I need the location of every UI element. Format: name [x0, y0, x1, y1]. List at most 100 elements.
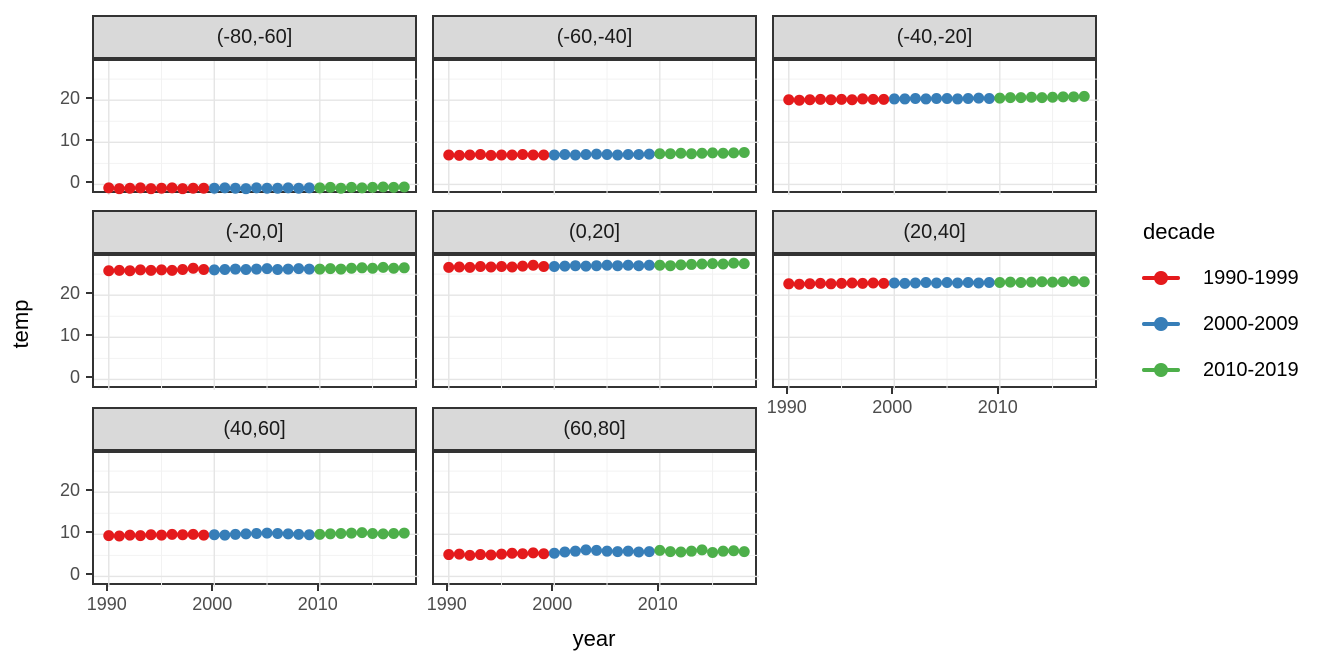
data-point — [675, 259, 687, 271]
facet: (-40,-20] — [772, 15, 1099, 195]
facet-panel — [772, 254, 1099, 390]
facet-strip-label: (-80,-60] — [216, 26, 293, 48]
data-point — [685, 258, 697, 270]
data-point — [909, 93, 921, 105]
data-point — [506, 261, 518, 273]
data-point — [282, 528, 294, 540]
facet-strip-label: (-40,-20] — [896, 26, 973, 48]
legend-key-icon — [1141, 361, 1181, 379]
data-point — [738, 546, 750, 558]
data-point — [443, 549, 455, 561]
data-point — [1057, 276, 1069, 288]
data-point — [324, 263, 336, 275]
data-point — [717, 545, 729, 557]
data-point — [1004, 92, 1016, 104]
data-point — [453, 261, 465, 273]
x-axis-tick-mark — [891, 388, 894, 394]
data-point — [569, 545, 581, 557]
facet: (40,60] — [92, 407, 419, 587]
data-point — [485, 549, 497, 561]
data-point — [345, 527, 357, 539]
data-point — [1036, 92, 1048, 104]
panel-plot-area — [434, 61, 759, 195]
y-axis-tick-label: 20 — [59, 480, 80, 501]
data-point — [538, 261, 550, 273]
data-point — [335, 263, 347, 275]
data-point — [1047, 276, 1059, 288]
data-point — [464, 149, 476, 161]
data-point — [685, 545, 697, 557]
data-point — [664, 260, 676, 272]
data-point — [548, 547, 560, 559]
data-point — [633, 260, 645, 272]
legend-key-icon — [1141, 315, 1181, 333]
facet: (-80,-60] — [92, 15, 419, 195]
facet-strip: (40,60] — [92, 407, 417, 451]
data-point — [103, 530, 115, 542]
data-point — [388, 527, 400, 539]
y-axis-tick-mark — [86, 531, 92, 534]
data-point — [388, 181, 400, 193]
data-point — [899, 277, 911, 289]
data-point — [145, 264, 157, 276]
data-point — [814, 93, 826, 105]
x-axis-tick-label: 2000 — [192, 594, 233, 614]
y-axis-tick-mark — [86, 573, 92, 576]
data-point — [962, 277, 974, 289]
facet: (60,80] — [432, 407, 759, 587]
data-point — [664, 546, 676, 558]
data-point — [983, 93, 995, 105]
data-point — [1025, 91, 1037, 103]
facet-strip-label: (-60,-40] — [556, 26, 633, 48]
data-point — [1047, 91, 1059, 103]
data-point — [793, 278, 805, 290]
data-point — [496, 548, 508, 560]
data-point — [166, 528, 178, 540]
legend-entry-label: 2010-2019 — [1203, 358, 1299, 381]
data-point — [314, 263, 326, 275]
data-point — [1025, 276, 1037, 288]
legend-key-icon — [1141, 269, 1181, 287]
panel-plot-area — [94, 61, 419, 195]
facet-panel — [92, 451, 419, 587]
data-point — [485, 261, 497, 273]
data-point — [356, 262, 368, 274]
facet-strip-label: (0,20] — [568, 221, 621, 243]
data-point — [251, 263, 262, 275]
data-point — [983, 277, 995, 289]
data-point — [612, 149, 624, 161]
data-point — [580, 260, 592, 272]
data-point — [538, 548, 550, 560]
data-point — [878, 277, 890, 289]
data-point — [496, 149, 508, 161]
panel-plot-area — [434, 453, 759, 587]
data-point — [580, 149, 592, 161]
y-axis-tick-mark — [86, 292, 92, 295]
y-axis-tick-label: 20 — [59, 88, 80, 109]
data-point — [367, 262, 379, 274]
data-point — [654, 544, 666, 556]
data-point — [124, 265, 136, 277]
data-point — [559, 546, 571, 558]
data-point — [591, 148, 602, 160]
data-point — [398, 527, 410, 539]
data-point — [377, 528, 389, 540]
facet: (20,40] — [772, 210, 1099, 390]
x-axis-tick-mark — [996, 388, 999, 394]
y-axis-tick-mark — [86, 181, 92, 184]
data-point — [696, 258, 708, 270]
facet-panel — [432, 59, 759, 195]
data-point — [208, 182, 220, 194]
data-point — [717, 258, 729, 270]
y-axis-tick-mark — [86, 334, 92, 337]
data-point — [994, 92, 1006, 104]
y-axis-tick-label: 0 — [69, 564, 80, 585]
data-point — [145, 529, 157, 541]
data-point — [920, 277, 932, 289]
data-point — [622, 149, 634, 161]
data-point — [187, 262, 199, 274]
data-point — [836, 93, 848, 105]
data-point — [282, 182, 294, 194]
data-point — [156, 529, 168, 541]
data-point — [496, 261, 508, 273]
